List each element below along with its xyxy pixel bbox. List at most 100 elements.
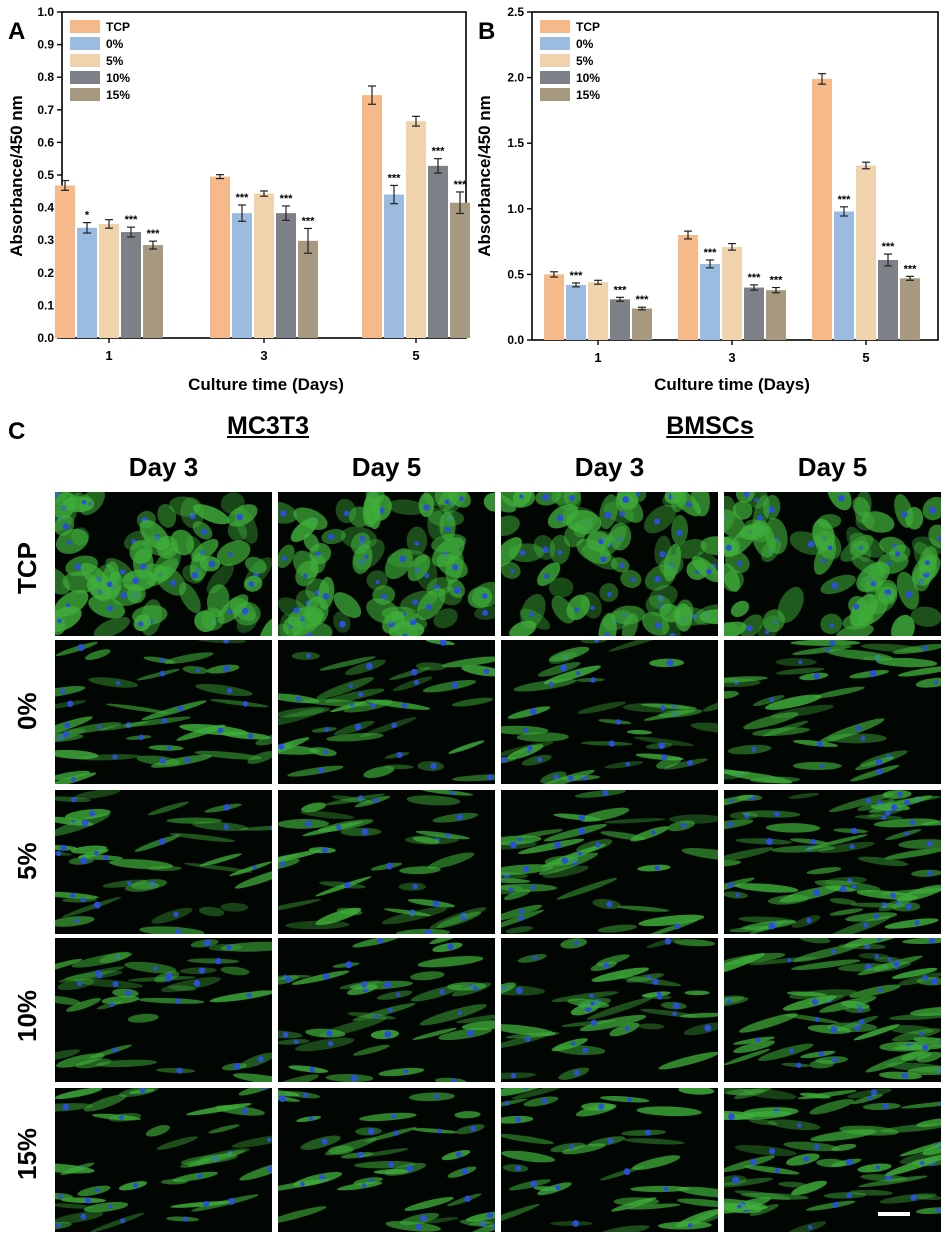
cell-actin	[182, 666, 209, 674]
cell-actin	[347, 1012, 396, 1020]
cell-nucleus	[95, 970, 102, 976]
chart-a-legend-swatch	[70, 54, 100, 67]
cell-nucleus	[406, 1165, 414, 1172]
cell-nucleus	[882, 1103, 889, 1110]
cell-nucleus	[796, 1062, 802, 1068]
chart-b-significance-label: ***	[748, 272, 762, 284]
cell-actin	[433, 608, 458, 629]
cell-actin	[206, 664, 240, 674]
cell-actin	[419, 1217, 459, 1224]
cell-actin	[471, 581, 495, 608]
cell-actin	[767, 894, 810, 905]
cell-nucleus	[877, 938, 882, 941]
chart-b-significance-label: ***	[614, 284, 628, 296]
cell-nucleus	[112, 754, 118, 760]
cell-nucleus	[184, 757, 191, 764]
cell-actin	[534, 769, 595, 784]
chart-b-bar	[900, 278, 920, 340]
chart-b-bar	[678, 235, 698, 340]
cell-nucleus	[267, 1165, 272, 1173]
cell-actin	[667, 820, 695, 832]
cell-actin	[383, 764, 414, 770]
cell-actin	[71, 527, 90, 546]
cell-actin	[501, 1203, 540, 1228]
cell-actin	[55, 686, 86, 699]
cell-actin	[581, 544, 618, 570]
cell-actin	[118, 1181, 147, 1191]
cell-actin	[291, 651, 320, 660]
cell-actin	[799, 938, 831, 944]
cell-actin	[740, 1192, 809, 1200]
cell-nucleus	[282, 1031, 289, 1038]
cell-actin	[819, 996, 877, 1013]
cell-actin	[829, 898, 857, 905]
cell-actin	[781, 1062, 811, 1068]
cell-actin	[406, 526, 428, 555]
cell-nucleus	[468, 983, 473, 989]
cell-nucleus	[414, 567, 420, 574]
cell-actin	[172, 1171, 218, 1182]
cell-nucleus	[837, 494, 845, 502]
cell-actin	[641, 993, 672, 1000]
cell-actin	[604, 761, 644, 769]
cell-actin	[278, 1206, 327, 1225]
cell-nucleus	[457, 1010, 463, 1015]
cell-nucleus	[603, 962, 610, 969]
micrograph-image	[278, 492, 495, 636]
cell-nucleus	[388, 1161, 395, 1168]
cell-actin	[83, 1201, 129, 1213]
cell-actin	[232, 1073, 272, 1082]
cell-actin	[279, 613, 296, 636]
chart-b-x-tick-label: 1	[594, 350, 601, 365]
cell-actin	[210, 699, 269, 708]
cell-nucleus	[94, 1187, 100, 1193]
row-label-0pct: 0%	[12, 692, 42, 730]
cell-actin	[684, 990, 710, 996]
cell-actin	[749, 1118, 778, 1126]
cell-actin	[300, 1135, 341, 1150]
cell-actin	[848, 1189, 893, 1196]
cell-actin	[354, 795, 391, 808]
cell-actin	[849, 670, 890, 679]
cell-actin	[556, 877, 618, 900]
cell-actin	[782, 995, 837, 1011]
cell-actin	[676, 1198, 718, 1208]
cell-actin	[778, 1181, 807, 1188]
cell-actin	[160, 1179, 188, 1185]
cell-actin	[734, 1110, 792, 1120]
cell-nucleus	[905, 903, 912, 910]
cell-actin	[916, 1207, 941, 1215]
cell-actin	[700, 536, 718, 556]
cell-actin	[427, 852, 475, 869]
cell-nucleus	[189, 512, 196, 520]
cell-nucleus	[808, 1224, 813, 1230]
cell-actin	[791, 915, 821, 928]
cell-nucleus	[483, 668, 490, 675]
cell-nucleus	[814, 1144, 820, 1150]
cell-nucleus	[901, 511, 908, 518]
chart-a-significance-label: ***	[302, 215, 316, 227]
cell-nucleus	[515, 1116, 522, 1123]
cell-actin	[857, 1163, 892, 1173]
cell-actin	[296, 1115, 322, 1123]
cell-actin	[586, 997, 653, 1020]
cell-nucleus	[159, 670, 166, 677]
cell-actin	[417, 956, 484, 968]
cell-nucleus	[302, 573, 308, 578]
cell-actin	[328, 1145, 354, 1155]
cell-actin	[326, 732, 384, 742]
micrograph-10pct-bmscs-day5	[724, 938, 941, 1082]
cell-actin	[145, 1125, 170, 1137]
cell-actin	[363, 766, 395, 778]
cell-nucleus	[109, 1002, 115, 1007]
cell-actin	[505, 926, 533, 934]
chart-b-legend-swatch	[540, 54, 570, 67]
cell-nucleus	[607, 1137, 614, 1144]
cell-actin	[751, 727, 810, 737]
cell-nucleus	[851, 827, 858, 835]
cell-actin	[170, 1201, 231, 1208]
chart-b-legend-label: 5%	[576, 54, 594, 68]
cell-nucleus	[80, 857, 88, 865]
cell-actin	[640, 703, 697, 710]
cell-actin	[234, 867, 272, 889]
